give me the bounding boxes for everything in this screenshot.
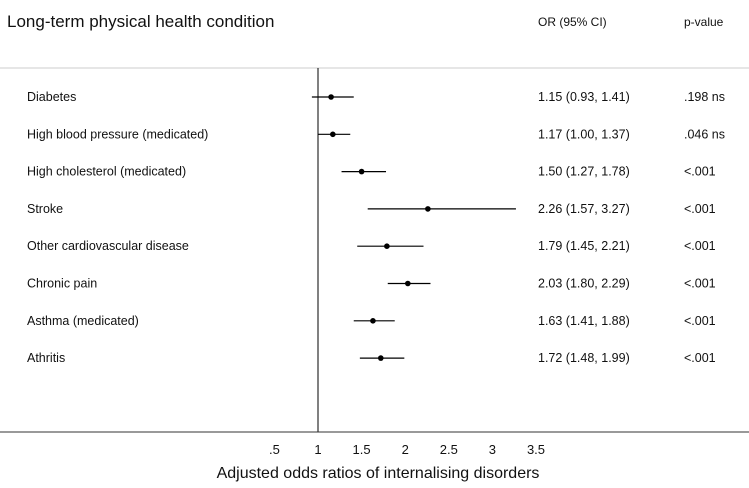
or-point [405, 280, 411, 287]
forest-row: Diabetes 1.15 (0.93, 1.41) .198 ns [27, 90, 725, 104]
p-value: .046 ns [684, 127, 725, 141]
forest-row: Stroke 2.26 (1.57, 3.27) <.001 [27, 202, 716, 216]
or-point [328, 94, 334, 100]
x-tick-label: .5 [269, 442, 280, 457]
p-value: <.001 [684, 202, 716, 216]
p-value: <.001 [684, 239, 716, 253]
row-label: High cholesterol (medicated) [27, 165, 186, 179]
x-tick-label: 2 [402, 442, 409, 457]
or-point [377, 355, 384, 361]
or-ci-value: 2.26 (1.57, 3.27) [538, 202, 630, 216]
forest-row: High blood pressure (medicated) 1.17 (1.0… [27, 127, 725, 141]
row-label: Chronic pain [27, 277, 97, 291]
or-point [370, 318, 376, 324]
p-value: .198 ns [684, 90, 725, 104]
or-ci-value: 1.63 (1.41, 1.88) [538, 314, 630, 328]
row-label: Diabetes [27, 90, 76, 104]
forest-row: High cholesterol (medicated) 1.50 (1.27, … [27, 165, 716, 179]
x-tick-label: 3.5 [527, 442, 545, 457]
or-point [425, 206, 431, 212]
forest-row: Other cardiovascular disease 1.79 (1.45, … [27, 239, 716, 253]
x-tick-label: 1 [314, 442, 321, 457]
p-value: <.001 [684, 351, 716, 365]
row-label: Other cardiovascular disease [27, 239, 189, 253]
or-ci-value: 1.50 (1.27, 1.78) [538, 165, 630, 179]
or-point [330, 131, 336, 138]
x-tick-label: 2.5 [440, 442, 458, 457]
or-ci-value: 1.15 (0.93, 1.41) [538, 90, 630, 104]
row-label: High blood pressure (medicated) [27, 127, 208, 141]
or-ci-value: 1.79 (1.45, 2.21) [538, 239, 630, 253]
or-column-header: OR (95% CI) [538, 15, 607, 29]
or-point [384, 243, 390, 249]
or-ci-value: 1.72 (1.48, 1.99) [538, 351, 630, 365]
p-value: <.001 [684, 314, 716, 328]
forest-row: Asthma (medicated) 1.63 (1.41, 1.88) <.001 [27, 314, 716, 328]
p-value: <.001 [684, 277, 716, 291]
p-value-column-header: p-value [684, 15, 724, 29]
or-ci-value: 1.17 (1.00, 1.37) [538, 127, 630, 141]
forest-row: Athritis 1.72 (1.48, 1.99) <.001 [27, 351, 716, 365]
or-point [358, 168, 365, 175]
x-tick-label: 1.5 [353, 442, 371, 457]
x-axis-label: Adjusted odds ratios of internalising di… [217, 465, 540, 482]
or-ci-value: 2.03 (1.80, 2.29) [538, 277, 630, 291]
forest-row: Chronic pain 2.03 (1.80, 2.29) <.001 [27, 277, 716, 291]
rows-group: Diabetes 1.15 (0.93, 1.41) .198 ns High blo… [27, 90, 725, 365]
p-value: <.001 [684, 165, 716, 179]
row-label: Athritis [27, 351, 65, 365]
x-axis-ticks: .5 1 1.5 2 2.5 3 3.5 [269, 442, 545, 457]
row-label: Asthma (medicated) [27, 314, 139, 328]
chart-title: Long-term physical health condition [7, 12, 274, 31]
row-label: Stroke [27, 202, 63, 216]
x-tick-label: 3 [489, 442, 496, 457]
